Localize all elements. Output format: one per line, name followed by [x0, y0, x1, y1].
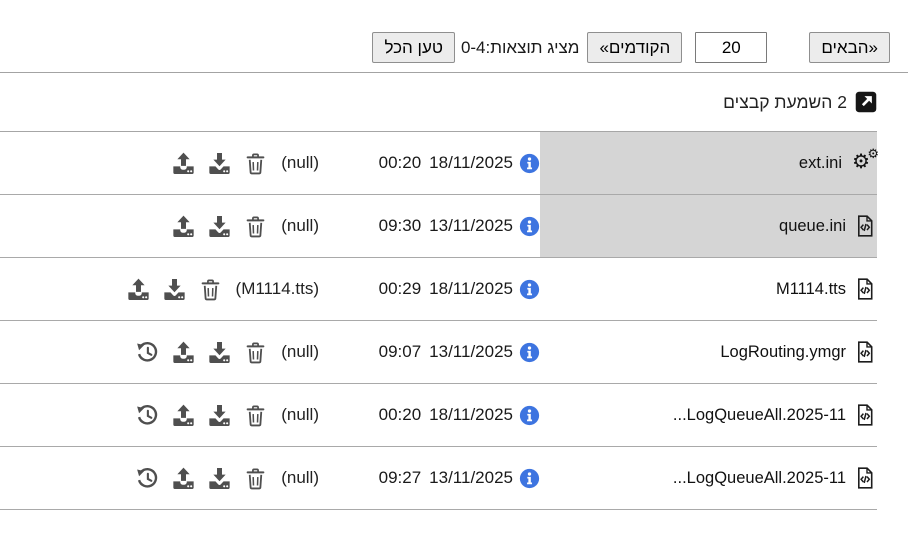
modified-time: 09:07	[378, 342, 422, 361]
table-row: ⚙ ⚙ ext.ini 18/11/2025 00:20 (null)	[0, 132, 879, 195]
top-separator	[0, 72, 908, 73]
trash-icon[interactable]	[199, 278, 222, 301]
row-actions	[172, 215, 267, 238]
value-text: (null)	[281, 153, 319, 172]
table-row: LogRouting.ymgr 13/11/2025 09:07 (null)	[0, 321, 877, 384]
modified-date: 18/11/2025	[429, 279, 513, 298]
value-text: (null)	[281, 216, 319, 235]
info-icon[interactable]	[519, 405, 540, 426]
upload-icon[interactable]	[127, 278, 150, 301]
filename: LogQueueAll.2025-11...	[672, 405, 846, 424]
row-actions	[136, 341, 267, 364]
page-size-input[interactable]	[695, 32, 768, 63]
history-icon[interactable]	[136, 341, 159, 364]
table-row: LogQueueAll.2025-11... 18/11/2025 00:20 …	[0, 384, 877, 447]
upload-icon[interactable]	[172, 467, 195, 490]
modified-datetime: 18/11/2025 00:20	[345, 153, 513, 173]
upload-icon[interactable]	[172, 404, 195, 427]
modified-datetime: 13/11/2025 09:07	[345, 342, 513, 362]
filename-cell[interactable]: M1114.tts	[540, 258, 877, 320]
modified-time: 00:20	[378, 405, 422, 424]
gears-icon: ⚙ ⚙	[852, 146, 879, 173]
filename: ext.ini	[798, 153, 842, 172]
table-row: LogQueueAll.2025-11... 13/11/2025 09:27 …	[0, 447, 877, 510]
file-code-icon	[853, 403, 877, 427]
trash-icon[interactable]	[244, 467, 267, 490]
filename: LogQueueAll.2025-11...	[672, 468, 846, 487]
filename-cell[interactable]: LogQueueAll.2025-11...	[540, 447, 877, 509]
section-title: 2 השמעת קבצים	[723, 91, 847, 112]
download-icon[interactable]	[208, 152, 231, 175]
file-code-icon	[853, 340, 877, 364]
row-actions	[136, 404, 267, 427]
modified-datetime: 13/11/2025 09:30	[345, 216, 513, 236]
load-all-button[interactable]: טען הכל	[372, 32, 455, 63]
external-link-icon[interactable]	[855, 91, 877, 113]
info-icon[interactable]	[519, 153, 540, 174]
row-actions	[136, 467, 267, 490]
download-icon[interactable]	[208, 215, 231, 238]
filename-cell[interactable]: LogQueueAll.2025-11...	[540, 384, 877, 446]
download-icon[interactable]	[208, 404, 231, 427]
file-code-icon	[853, 277, 877, 301]
upload-icon[interactable]	[172, 152, 195, 175]
table-row: M1114.tts 18/11/2025 00:29 (M1114.tts)	[0, 258, 877, 321]
section-header: 2 השמעת קבצים	[0, 73, 877, 132]
value-text: (null)	[281, 468, 319, 487]
modified-datetime: 18/11/2025 00:20	[345, 405, 513, 425]
modified-date: 18/11/2025	[429, 153, 513, 172]
modified-datetime: 13/11/2025 09:27	[345, 468, 513, 488]
file-code-icon	[853, 466, 877, 490]
modified-datetime: 18/11/2025 00:29	[345, 279, 513, 299]
modified-date: 13/11/2025	[429, 468, 513, 487]
modified-date: 13/11/2025	[429, 216, 513, 235]
trash-icon[interactable]	[244, 341, 267, 364]
value-text: (M1114.tts)	[235, 279, 319, 298]
filename: queue.ini	[779, 216, 846, 235]
filename: LogRouting.ymgr	[720, 342, 846, 361]
filename: M1114.tts	[775, 279, 846, 298]
upload-icon[interactable]	[172, 341, 195, 364]
modified-time: 09:27	[378, 468, 422, 487]
file-code-icon	[853, 214, 877, 238]
filename-cell[interactable]: queue.ini	[540, 195, 877, 257]
table-row: queue.ini 13/11/2025 09:30 (null)	[0, 195, 877, 258]
info-icon[interactable]	[519, 216, 540, 237]
modified-time: 00:29	[378, 279, 422, 298]
value-text: (null)	[281, 342, 319, 361]
trash-icon[interactable]	[244, 404, 267, 427]
next-page-button[interactable]: «הבאים	[809, 32, 890, 63]
modified-time: 00:20	[378, 153, 422, 172]
download-icon[interactable]	[208, 467, 231, 490]
modified-date: 18/11/2025	[429, 405, 513, 424]
filename-cell[interactable]: ⚙ ⚙ ext.ini	[540, 132, 879, 194]
download-icon[interactable]	[163, 278, 186, 301]
row-actions	[172, 152, 267, 175]
pagination-bar: «הבאים הקודמים» מציג תוצאות:0-4 טען הכל	[0, 32, 890, 63]
value-text: (null)	[281, 405, 319, 424]
info-icon[interactable]	[519, 342, 540, 363]
download-icon[interactable]	[208, 341, 231, 364]
trash-icon[interactable]	[244, 152, 267, 175]
row-actions	[127, 278, 222, 301]
files-table: 2 השמעת קבצים ⚙ ⚙ ext.ini 18/11/2025 00:2…	[0, 73, 879, 510]
history-icon[interactable]	[136, 467, 159, 490]
trash-icon[interactable]	[244, 215, 267, 238]
modified-date: 13/11/2025	[429, 342, 513, 361]
history-icon[interactable]	[136, 404, 159, 427]
upload-icon[interactable]	[172, 215, 195, 238]
modified-time: 09:30	[378, 216, 422, 235]
filename-cell[interactable]: LogRouting.ymgr	[540, 321, 877, 383]
results-count-text: מציג תוצאות:0-4	[460, 37, 580, 57]
prev-page-button[interactable]: הקודמים»	[587, 32, 683, 63]
info-icon[interactable]	[519, 279, 540, 300]
info-icon[interactable]	[519, 468, 540, 489]
